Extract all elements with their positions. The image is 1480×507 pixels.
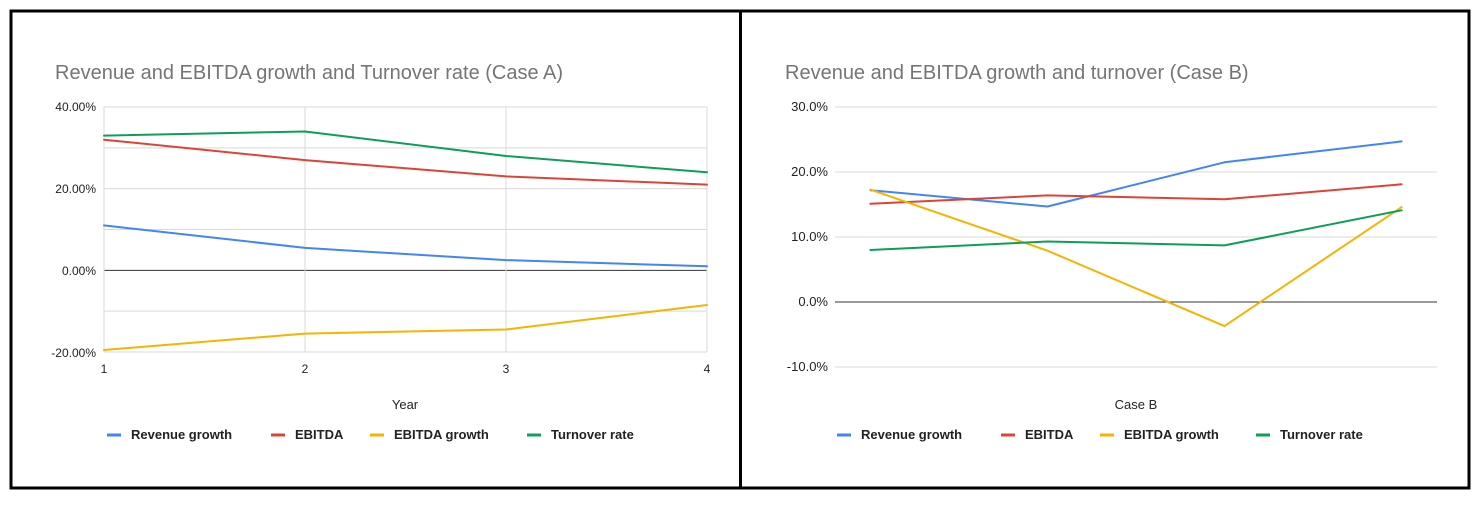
chart-a-x-ticks: 1 2 3 4 <box>101 362 711 376</box>
chart-a-y-tick-label: 40.00% <box>55 100 96 114</box>
chart-a-title: Revenue and EBITDA growth and Turnover r… <box>55 62 563 84</box>
chart-b-line-ebitda <box>869 183 1403 205</box>
chart-b: Revenue and EBITDA growth and turnover (… <box>785 62 1437 442</box>
chart-b-x-axis-label: Case B <box>1115 397 1158 412</box>
chart-a-line-revenue-growth <box>103 224 708 268</box>
chart-a-x-tick-label: 4 <box>704 362 711 376</box>
chart-b-line-turnover-rate <box>869 209 1403 251</box>
legend-label: Revenue growth <box>861 427 962 442</box>
chart-a: Revenue and EBITDA growth and Turnover r… <box>51 62 710 442</box>
chart-a-gridlines <box>103 106 708 353</box>
chart-a-y-tick-label: -20.00% <box>51 346 96 360</box>
chart-b-line-ebitda-growth <box>869 188 1403 328</box>
chart-b-title: Revenue and EBITDA growth and turnover (… <box>785 62 1249 84</box>
chart-a-x-tick-label: 1 <box>101 362 108 376</box>
legend-label: EBITDA growth <box>1124 427 1219 442</box>
chart-b-line-revenue-growth <box>869 140 1403 208</box>
chart-a-line-ebitda <box>103 138 708 186</box>
chart-a-x-tick-label: 3 <box>503 362 510 376</box>
chart-b-legend: Revenue growth EBITDA EBITDA growth Turn… <box>837 427 1363 442</box>
legend-label: Revenue growth <box>131 427 232 442</box>
chart-b-y-tick-label: 30.0% <box>791 99 828 114</box>
chart-b-y-tick-label: 0.0% <box>798 294 828 309</box>
chart-b-gridlines <box>835 106 1437 368</box>
chart-a-y-tick-label: 20.00% <box>55 182 96 196</box>
chart-a-x-axis-label: Year <box>392 397 419 412</box>
chart-a-y-ticks: 40.00% 20.00% 0.00% -20.00% <box>51 100 96 360</box>
chart-a-legend: Revenue growth EBITDA EBITDA growth Turn… <box>107 427 634 442</box>
legend-label: Turnover rate <box>1280 427 1363 442</box>
chart-b-y-tick-label: -10.0% <box>787 359 829 374</box>
chart-b-y-ticks: 30.0% 20.0% 10.0% 0.0% -10.0% <box>787 99 829 374</box>
chart-b-y-tick-label: 20.0% <box>791 164 828 179</box>
chart-b-y-tick-label: 10.0% <box>791 229 828 244</box>
chart-a-y-tick-label: 0.00% <box>62 264 96 278</box>
legend-label: EBITDA growth <box>394 427 489 442</box>
legend-label: EBITDA <box>1025 427 1074 442</box>
chart-b-series <box>869 140 1403 328</box>
chart-a-line-turnover-rate <box>103 130 708 174</box>
legend-label: Turnover rate <box>551 427 634 442</box>
legend-label: EBITDA <box>295 427 344 442</box>
chart-a-x-tick-label: 2 <box>302 362 309 376</box>
chart-a-line-ebitda-growth <box>103 304 708 351</box>
chart-a-series <box>103 130 708 351</box>
